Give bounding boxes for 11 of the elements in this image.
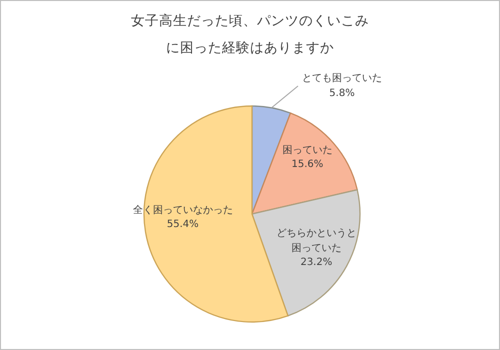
data-label: 5.8% bbox=[329, 88, 355, 98]
pie-slice bbox=[251, 189, 361, 316]
data-label: 23.2% bbox=[300, 257, 332, 268]
slice-label: とても困っていた bbox=[302, 73, 382, 84]
slice-label: 全く困っていなかった bbox=[132, 204, 233, 216]
slice-label: 困っていた bbox=[282, 144, 332, 156]
chart-title: 女子高生だった頃、パンツのくいこみに困った経験はありますか bbox=[130, 12, 370, 58]
data-label: 15.6% bbox=[292, 159, 324, 170]
pie-slice bbox=[251, 112, 358, 215]
slice-label: どちらかというと困っていた bbox=[276, 228, 356, 254]
data-label: 55.4% bbox=[166, 219, 199, 230]
